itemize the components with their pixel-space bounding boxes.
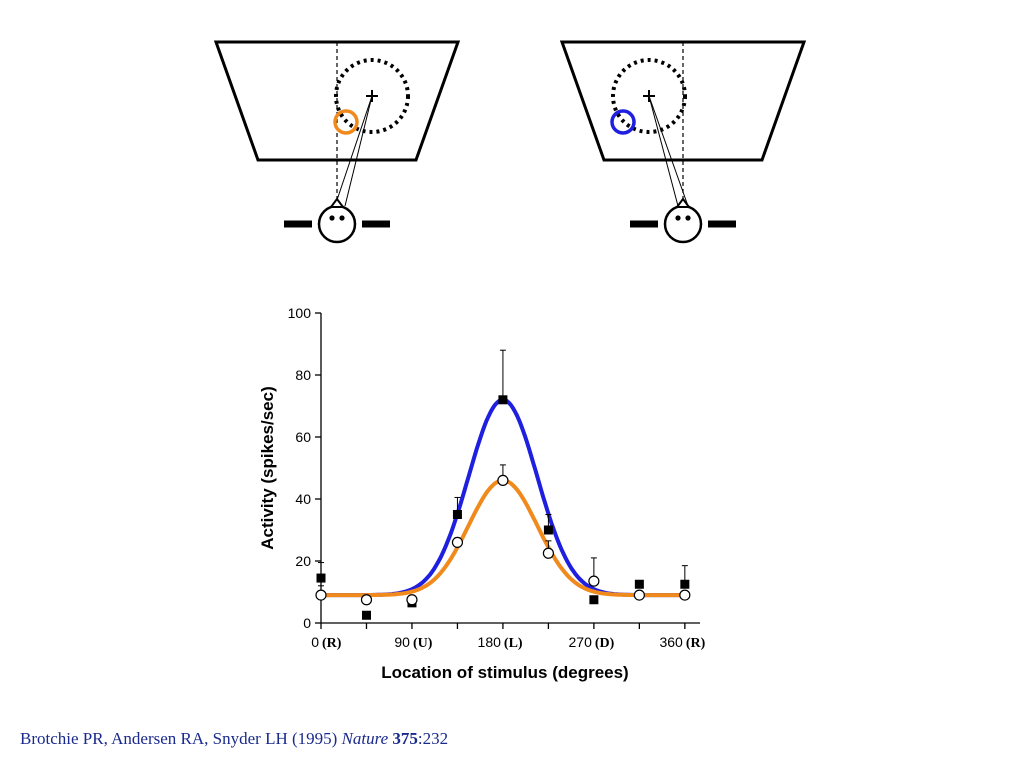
- screen-trapezoid: [213, 40, 461, 162]
- head-icon: [630, 197, 736, 244]
- data-point-filled-square: [589, 595, 599, 605]
- x-axis-title: Location of stimulus (degrees): [381, 663, 628, 682]
- x-tick-direction-label: (D): [595, 636, 615, 651]
- data-point-open-circle: [633, 589, 645, 601]
- citation-authors: Brotchie PR, Andersen RA, Snyder LH (199…: [20, 729, 342, 748]
- citation-journal: Nature: [341, 729, 389, 748]
- y-axis-title: Activity (spikes/sec): [258, 386, 277, 549]
- y-tick-label: 40: [295, 491, 311, 507]
- screen-trapezoid: [559, 40, 807, 162]
- citation: Brotchie PR, Andersen RA, Snyder LH (199…: [20, 729, 448, 749]
- receptive-field-dotted-ring: [334, 58, 410, 134]
- citation-pages: :232: [417, 729, 449, 748]
- citation-volume: 375: [392, 729, 418, 748]
- y-tick-label: 60: [295, 429, 311, 445]
- gaze-lines: [334, 95, 373, 207]
- data-point-open-circle: [679, 589, 691, 601]
- data-point-filled-square: [634, 579, 644, 589]
- x-tick-direction-label: (R): [686, 636, 706, 651]
- x-tick-direction-label: (L): [504, 636, 523, 651]
- x-tick-label: 0: [311, 634, 319, 650]
- fit-curve-orange: [321, 478, 685, 598]
- y-tick-label: 0: [303, 615, 311, 631]
- data-point-open-circle: [497, 474, 509, 486]
- y-tick-label: 100: [288, 305, 312, 321]
- data-point-open-circle: [451, 536, 464, 549]
- data-point-open-circle: [315, 589, 327, 601]
- x-tick-label: 270: [569, 634, 593, 650]
- diagram-left-gaze: [213, 40, 461, 244]
- fit-curves: [321, 397, 685, 598]
- x-tick-direction-label: (U): [413, 636, 433, 651]
- data-point-open-circle: [360, 594, 373, 606]
- data-point-filled-square: [361, 610, 371, 620]
- stimulus-blue: [610, 109, 636, 135]
- data-point-filled-square: [680, 579, 690, 589]
- data-point-filled-square: [316, 573, 326, 583]
- stimulus-orange: [333, 109, 359, 135]
- y-tick-label: 80: [295, 367, 311, 383]
- data-point-open-circle: [406, 594, 418, 606]
- x-tick-direction-label: (R): [322, 636, 342, 651]
- fit-curve-blue: [321, 397, 685, 598]
- x-tick-label: 90: [394, 634, 410, 650]
- x-tick-label: 180: [478, 634, 502, 650]
- receptive-field-dotted-ring: [611, 58, 687, 134]
- data-markers: [315, 395, 691, 620]
- error-bars: [318, 349, 688, 596]
- head-icon: [284, 197, 390, 244]
- data-point-open-circle: [588, 575, 600, 587]
- y-tick-label: 20: [295, 553, 311, 569]
- data-point-open-circle: [542, 547, 555, 559]
- data-point-filled-square: [498, 395, 508, 405]
- data-point-filled-square: [543, 525, 553, 535]
- diagram-right-gaze: [559, 40, 807, 244]
- x-tick-label: 360: [659, 634, 683, 650]
- gaze-lines: [648, 95, 689, 207]
- data-point-filled-square: [452, 510, 462, 519]
